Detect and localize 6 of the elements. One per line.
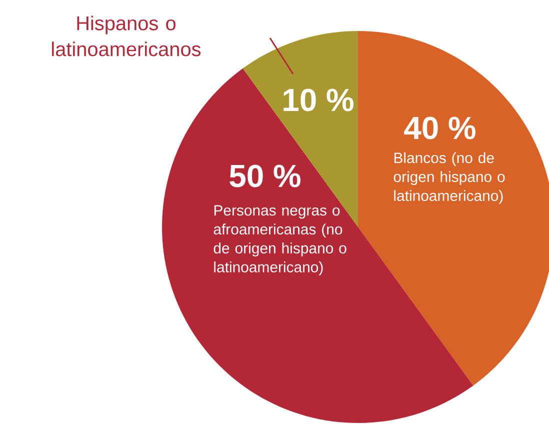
data-label: 50 % xyxy=(230,164,300,188)
slice-label: Blancos (no de origen hispano o latinoamericano) xyxy=(394,152,505,204)
slice-label: Hispanos o latinoamericanos xyxy=(52,16,201,56)
data-label: 10 % xyxy=(284,88,354,112)
data-label: 40 % xyxy=(404,116,476,140)
slice-label: Personas negras o afroamericanas (no de origen hispano o latinoamericano) xyxy=(214,205,346,276)
